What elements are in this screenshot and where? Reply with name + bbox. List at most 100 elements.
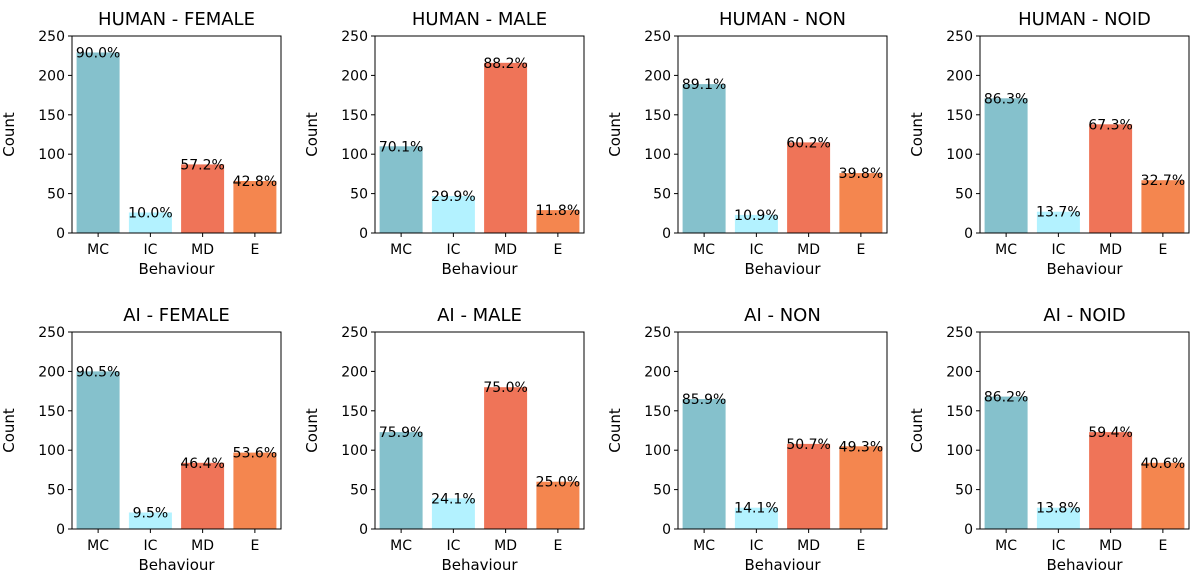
y-tick-label: 0 (662, 522, 671, 538)
x-tick-label: MD (797, 538, 820, 554)
x-tick-label: MD (494, 538, 517, 554)
y-tick-label: 50 (350, 187, 368, 203)
chart-title: AI - MALE (437, 305, 522, 326)
y-tick-label: 200 (644, 364, 671, 380)
y-tick-label: 150 (946, 108, 973, 124)
bar-md (787, 142, 831, 233)
y-tick-label: 150 (341, 108, 368, 124)
data-label: 32.7% (1141, 173, 1185, 189)
y-axis-label: Count (303, 408, 321, 453)
bar-mc (682, 399, 726, 529)
y-tick-label: 100 (341, 147, 368, 163)
y-tick-label: 100 (946, 443, 973, 459)
axes-frame (71, 35, 282, 234)
bar-e (536, 481, 580, 529)
x-tick-label: MD (191, 538, 214, 554)
chart-panel: 70.1% 29.9% 88.2% 11.8% 0 50 100 150 200 250 MC IC M… (303, 9, 585, 278)
bar-ic (431, 498, 475, 529)
bar-e (233, 181, 277, 233)
bar-ic (128, 512, 172, 529)
x-tick-label: E (1158, 538, 1167, 554)
y-tick-label: 100 (341, 443, 368, 459)
bar-mc (379, 146, 423, 233)
x-axis-label: Behaviour (1046, 260, 1123, 278)
y-tick-label: 200 (38, 364, 65, 380)
bar-e (839, 446, 883, 529)
x-tick-label: IC (143, 242, 157, 258)
y-tick-label: 0 (964, 522, 973, 538)
y-tick-label: 200 (341, 68, 368, 84)
y-axis-label: Count (0, 408, 18, 453)
x-tick-label: MD (1099, 242, 1122, 258)
data-label: 9.5% (133, 506, 169, 522)
chart-panel: 75.9% 24.1% 75.0% 25.0% 0 50 100 150 200 250 MC IC M… (303, 305, 585, 574)
y-tick-label: 0 (56, 522, 65, 538)
chart-title: AI - NON (744, 305, 821, 326)
x-tick-label: IC (749, 538, 763, 554)
data-label: 39.8% (839, 166, 883, 182)
data-label: 86.3% (984, 91, 1028, 107)
axes-frame (677, 331, 888, 530)
x-tick-label: MD (191, 242, 214, 258)
bar-mc (76, 52, 120, 233)
data-label: 90.0% (76, 46, 120, 62)
data-label: 90.5% (76, 364, 120, 380)
y-tick-label: 150 (38, 108, 65, 124)
bar-ic (431, 196, 475, 233)
x-tick-label: E (856, 242, 865, 258)
y-tick-label: 100 (38, 443, 65, 459)
chart-title: AI - FEMALE (123, 305, 230, 326)
axes-frame (979, 331, 1190, 530)
axes-frame (677, 35, 888, 234)
bar-ic (734, 214, 778, 233)
bar-ic (128, 212, 172, 233)
bar-md (1089, 432, 1133, 529)
bar-ic (1036, 507, 1080, 529)
data-label: 24.1% (431, 491, 475, 507)
x-tick-label: MC (390, 538, 412, 554)
bar-mc (76, 371, 120, 529)
y-tick-label: 250 (341, 29, 368, 45)
chart-panel: 89.1% 10.9% 60.2% 39.8% 0 50 100 150 200 250 MC IC M… (606, 9, 888, 278)
x-tick-label: IC (1051, 538, 1065, 554)
x-tick-label: MD (1099, 538, 1122, 554)
y-tick-label: 200 (946, 68, 973, 84)
bar-mc (984, 98, 1028, 233)
axes-frame (71, 331, 282, 530)
y-tick-label: 50 (653, 483, 671, 499)
x-tick-label: MC (693, 538, 715, 554)
bar-md (484, 387, 528, 529)
data-label: 13.7% (1036, 205, 1080, 221)
x-axis-label: Behaviour (1046, 556, 1123, 574)
y-tick-label: 100 (946, 147, 973, 163)
data-label: 13.8% (1036, 501, 1080, 517)
x-tick-label: IC (143, 538, 157, 554)
x-tick-label: E (553, 538, 562, 554)
chart-title: HUMAN - NOID (1018, 9, 1151, 30)
y-tick-label: 0 (56, 226, 65, 242)
x-tick-label: MC (87, 538, 109, 554)
data-label: 75.0% (483, 380, 527, 396)
bar-mc (984, 396, 1028, 529)
data-label: 57.2% (180, 157, 224, 173)
y-tick-label: 200 (38, 68, 65, 84)
data-label: 75.9% (379, 425, 423, 441)
data-label: 67.3% (1088, 117, 1132, 133)
y-tick-label: 50 (47, 483, 65, 499)
data-label: 50.7% (786, 437, 830, 453)
x-tick-label: MC (995, 538, 1017, 554)
chart-title: HUMAN - NON (719, 9, 846, 30)
y-tick-label: 250 (38, 29, 65, 45)
chart-panel: 90.5% 9.5% 46.4% 53.6% 0 50 100 150 200 250 MC IC MD… (0, 305, 282, 574)
y-axis-label: Count (0, 112, 18, 157)
y-tick-label: 0 (662, 226, 671, 242)
bar-mc (379, 432, 423, 529)
y-tick-label: 0 (964, 226, 973, 242)
x-tick-label: E (856, 538, 865, 554)
y-tick-label: 0 (359, 226, 368, 242)
x-tick-label: MC (87, 242, 109, 258)
y-tick-label: 150 (644, 404, 671, 420)
y-tick-label: 200 (341, 364, 368, 380)
y-tick-label: 200 (644, 68, 671, 84)
